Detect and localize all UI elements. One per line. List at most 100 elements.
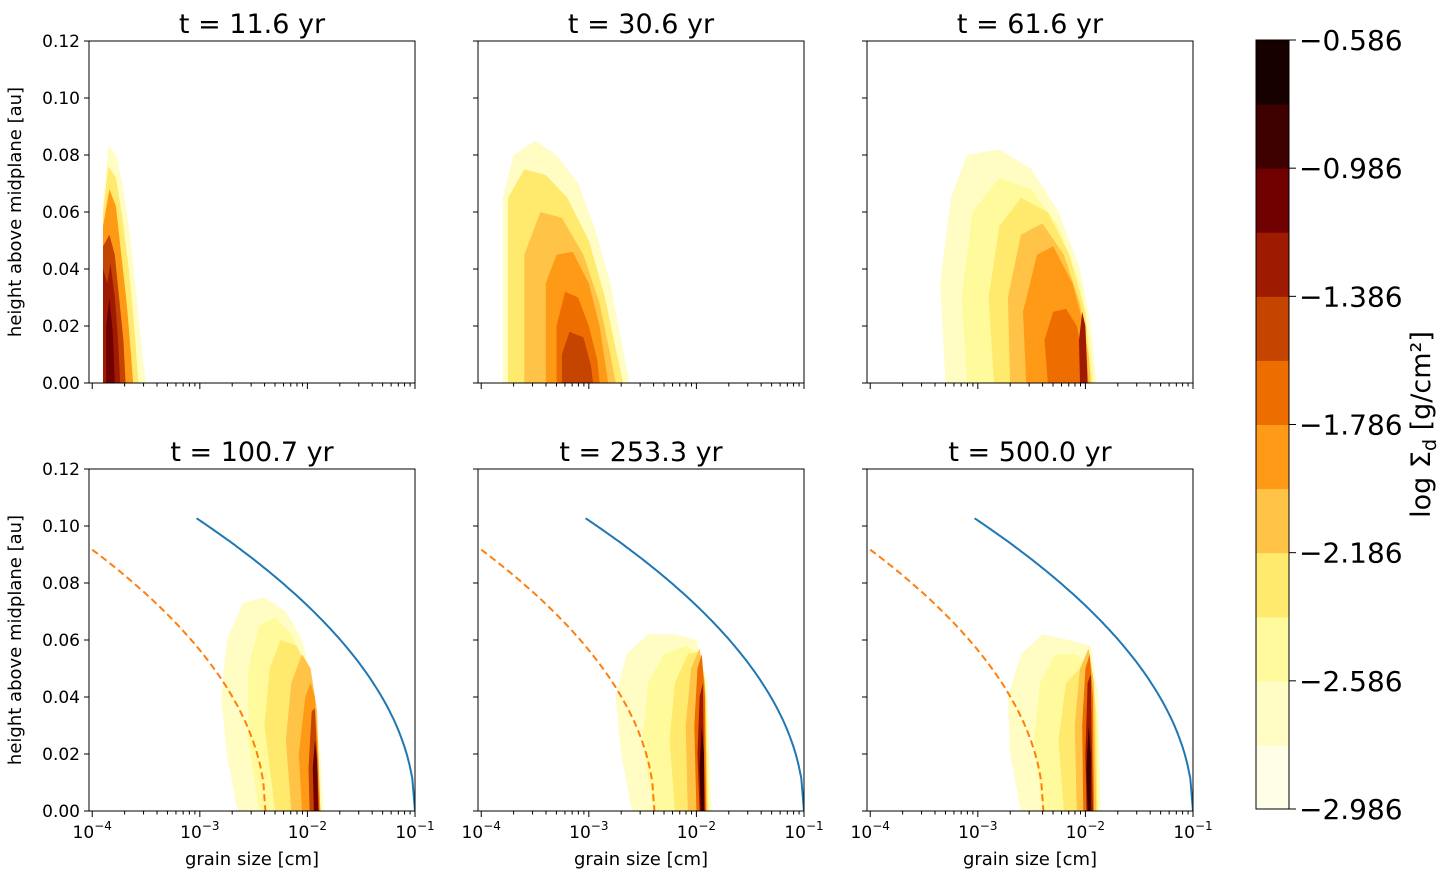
x-tick-base: 10 [569, 823, 591, 843]
y-tick-label: 0.08 [42, 146, 80, 166]
x-tick-label: 10−1 [395, 819, 434, 843]
y-axis-label: height above midplane [au] [5, 515, 26, 765]
panel-title: t = 100.7 yr [170, 437, 334, 468]
x-tick-base: 10 [395, 823, 417, 843]
panel-title: t = 253.3 yr [559, 437, 723, 468]
y-axis: 0.00 0.02 0.04 0.06 0.08 0.10 0.12 height above… [5, 32, 89, 394]
colorbar-segment [1256, 680, 1289, 746]
y-tick-label: 0.02 [42, 745, 80, 765]
colorbar-segment [1256, 488, 1289, 554]
y-tick-label: 0.12 [42, 32, 80, 52]
x-tick-exponent: −2 [309, 819, 327, 833]
y-tick-label: 0.12 [42, 460, 80, 480]
y-tick-label: 0.10 [42, 517, 80, 537]
solid-curve [196, 517, 415, 811]
contour-level-10 [1086, 725, 1091, 811]
colorbar-segment [1256, 360, 1289, 425]
y-tick-label: 0.00 [42, 802, 80, 822]
x-tick-base: 10 [958, 823, 980, 843]
solid-curve [585, 517, 804, 811]
contour-level-9 [312, 739, 319, 811]
x-tick-exponent: −4 [872, 819, 890, 833]
x-tick-label: 10−3 [180, 819, 219, 843]
contour-level-6 [1044, 308, 1086, 383]
dashed-curve [480, 548, 656, 811]
contour-fills [103, 146, 146, 383]
x-tick-label: 10−1 [784, 819, 823, 843]
x-tick-base: 10 [1173, 823, 1195, 843]
colorbar-label: log Σd [g/cm²] [1406, 331, 1441, 518]
y-tick-label: 0.06 [42, 631, 80, 651]
colorbar-segment [1256, 744, 1289, 810]
colorbar-segment [1256, 552, 1289, 618]
x-tick-label: 10−2 [1066, 819, 1105, 843]
x-axis [91, 383, 416, 389]
contour-level-8 [1079, 311, 1088, 383]
y-tick-label: 0.06 [42, 203, 80, 223]
solid-curve [974, 517, 1193, 811]
dashed-curve [91, 548, 267, 811]
colorbar-label-unit: [g/cm²] [1406, 331, 1437, 439]
x-tick-label: 10−2 [288, 819, 327, 843]
model-curves [91, 517, 415, 811]
x-axis [480, 383, 805, 389]
x-tick-label: 10−3 [569, 819, 608, 843]
colorbar-tick-label: −0.986 [1299, 152, 1403, 185]
colorbar-segment [1256, 40, 1289, 105]
x-tick-base: 10 [73, 823, 95, 843]
panel-2: t = 30.6 yr [473, 9, 805, 389]
y-tick-label: 0.00 [42, 374, 80, 394]
contour-level-10 [699, 725, 704, 811]
colorbar-segment [1256, 616, 1289, 682]
x-tick-label: 10−4 [851, 819, 890, 843]
y-axis [473, 40, 478, 384]
panel-title: t = 61.6 yr [957, 9, 1104, 40]
model-curves [869, 517, 1193, 811]
x-tick-exponent: −1 [417, 819, 435, 833]
x-tick-base: 10 [1066, 823, 1088, 843]
colorbar-segment [1256, 424, 1289, 490]
contour-fills [940, 149, 1097, 383]
colorbar-tick-label: −2.186 [1299, 537, 1403, 570]
contour-fills [221, 597, 324, 811]
y-axis [473, 468, 478, 812]
x-tick-label: 10−3 [958, 819, 997, 843]
y-axis: 0.00 0.02 0.04 0.06 0.08 0.10 0.12 height above… [5, 460, 89, 822]
contour-fills [502, 140, 630, 383]
x-tick-base: 10 [288, 823, 310, 843]
x-tick-exponent: −4 [483, 819, 501, 833]
y-tick-label: 0.04 [42, 688, 80, 708]
colorbar-segment [1256, 168, 1289, 233]
colorbar-tick-label: −2.986 [1299, 793, 1403, 826]
x-tick-label: 10−4 [73, 819, 112, 843]
colorbar-tick-label: −1.386 [1299, 280, 1403, 313]
x-tick-base: 10 [462, 823, 484, 843]
x-axis-label: grain size [cm] [963, 849, 1097, 870]
x-tick-exponent: −1 [806, 819, 824, 833]
contour-level-7 [561, 331, 594, 383]
colorbar-tick-label: −2.586 [1299, 665, 1403, 698]
x-axis [869, 383, 1194, 389]
dashed-curve [869, 548, 1045, 811]
x-axis-label: grain size [cm] [574, 849, 708, 870]
y-axis [862, 40, 867, 384]
y-tick-label: 0.04 [42, 260, 80, 280]
colorbar: −2.986 −2.586 −2.186 −1.786 −1.386 −0.986 −0.5… [1255, 24, 1441, 826]
colorbar-tick-label: −1.786 [1299, 409, 1403, 442]
x-tick-exponent: −3 [202, 819, 220, 833]
colorbar-segment [1256, 232, 1289, 297]
y-tick-label: 0.08 [42, 574, 80, 594]
x-tick-label: 10−4 [462, 819, 501, 843]
x-tick-label: 10−2 [677, 819, 716, 843]
colorbar-segment [1256, 296, 1289, 361]
panels: t = 11.6 yr 0.00 0.02 0.04 0.06 0.08 0.10 0.12 h… [5, 9, 1213, 870]
x-tick-exponent: −2 [1087, 819, 1105, 833]
x-tick-label: 10−1 [1173, 819, 1212, 843]
panel-title: t = 500.0 yr [948, 437, 1112, 468]
x-tick-exponent: −3 [980, 819, 998, 833]
panel-4: t = 100.7 yr 0.00 0.02 0.04 0.06 0.08 0.10 0.12… [5, 437, 435, 870]
